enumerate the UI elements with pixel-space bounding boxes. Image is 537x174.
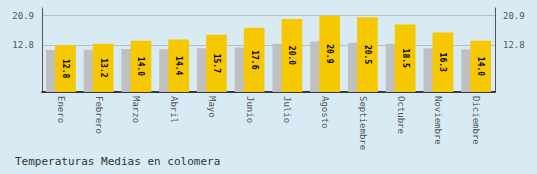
svg-text:20.9: 20.9 bbox=[12, 11, 34, 21]
svg-text:14.0: 14.0 bbox=[476, 57, 485, 76]
svg-text:Agosto: Agosto bbox=[320, 96, 330, 129]
svg-text:12.8: 12.8 bbox=[61, 59, 70, 78]
svg-text:Enero: Enero bbox=[56, 96, 66, 123]
svg-text:12.8: 12.8 bbox=[503, 40, 525, 50]
svg-text:18.5: 18.5 bbox=[401, 49, 410, 68]
svg-text:20.9: 20.9 bbox=[325, 44, 334, 63]
svg-text:20.5: 20.5 bbox=[363, 45, 372, 64]
svg-text:17.6: 17.6 bbox=[250, 50, 259, 69]
svg-text:Febrero: Febrero bbox=[94, 96, 104, 134]
svg-text:20.9: 20.9 bbox=[503, 11, 525, 21]
svg-text:12.8: 12.8 bbox=[12, 40, 34, 50]
svg-text:14.4: 14.4 bbox=[174, 56, 183, 75]
svg-text:20.0: 20.0 bbox=[287, 46, 296, 65]
svg-text:Diciembre: Diciembre bbox=[471, 96, 481, 145]
svg-text:Temperaturas Medias en colomer: Temperaturas Medias en colomera bbox=[15, 155, 220, 168]
svg-text:Mayo: Mayo bbox=[207, 96, 217, 118]
svg-text:Marzo: Marzo bbox=[131, 96, 141, 123]
svg-text:16.3: 16.3 bbox=[438, 53, 447, 72]
svg-text:Junio: Junio bbox=[245, 96, 255, 123]
svg-text:Noviembre: Noviembre bbox=[433, 96, 443, 145]
svg-text:Julio: Julio bbox=[282, 96, 292, 123]
svg-text:Octubre: Octubre bbox=[396, 96, 406, 134]
svg-text:15.7: 15.7 bbox=[212, 54, 221, 73]
svg-text:Abril: Abril bbox=[169, 96, 179, 123]
svg-text:14.0: 14.0 bbox=[136, 57, 145, 76]
svg-text:13.2: 13.2 bbox=[99, 58, 108, 77]
svg-text:Septiembre: Septiembre bbox=[358, 96, 368, 150]
